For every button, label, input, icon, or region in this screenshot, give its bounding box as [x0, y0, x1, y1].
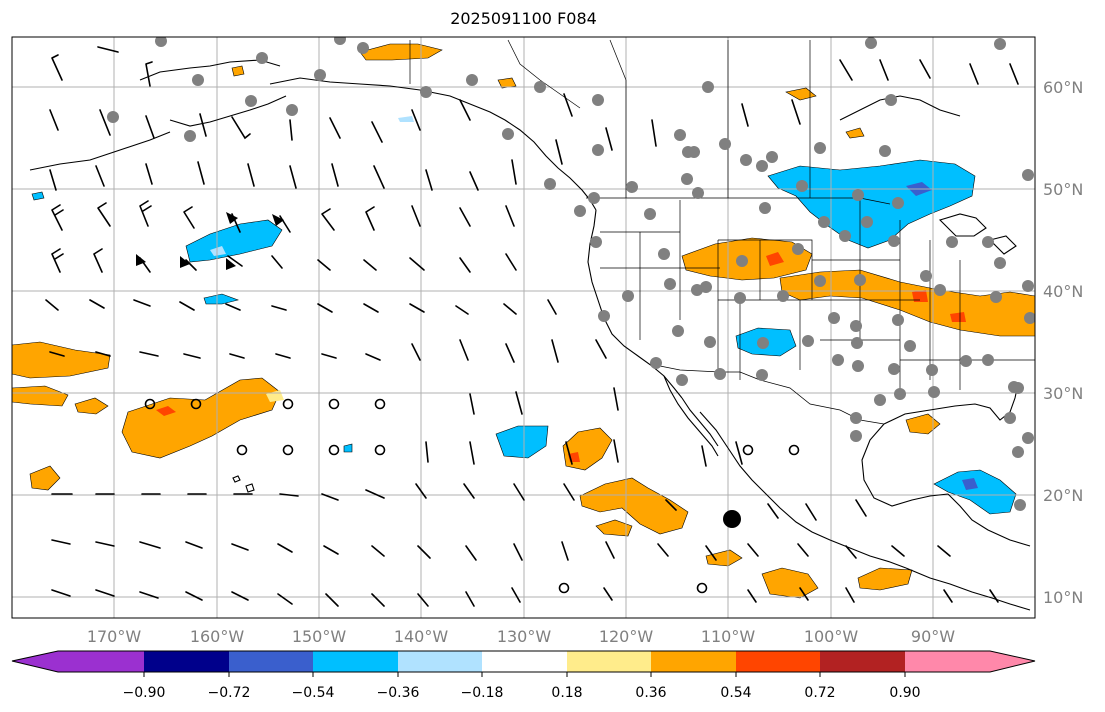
coastlines [29, 59, 1031, 611]
colorbar-tick-label: −0.90 [123, 685, 166, 701]
positive-anomaly-region [12, 385, 69, 407]
longitude-labels: 170°W 160°W 150°W 140°W 130°W 120°W 110°… [87, 627, 955, 646]
negative-anomaly-region [203, 293, 240, 305]
positive-anomaly-region [12, 341, 111, 379]
positive-anomaly-region [761, 567, 819, 599]
positive-anomaly-region [74, 397, 109, 415]
wind-flags [136, 212, 284, 270]
anomaly-shading [12, 43, 1035, 599]
colorbar-tick-label: −0.72 [208, 685, 251, 701]
latitude-labels: 60°N 50°N 40°N 30°N 20°N 10°N [1043, 78, 1083, 607]
lon-label: 170°W [87, 627, 142, 646]
colorbar-segment [144, 651, 229, 672]
map-title: 2025091100 F084 [450, 9, 597, 28]
colorbar-tick-label: −0.54 [292, 685, 335, 701]
wind-barbs [45, 46, 1019, 607]
colorbar-outline [11, 650, 1036, 673]
strong-positive-region [950, 312, 966, 322]
colorbar-segment [905, 651, 1035, 672]
positive-anomaly-region [705, 549, 743, 567]
colorbar-segment [12, 651, 144, 672]
lat-label: 10°N [1043, 588, 1083, 607]
colorbar-tick-label: −0.18 [461, 685, 504, 701]
colorbar: −0.90 −0.72 −0.54 −0.36 −0.18 0.18 0.36 … [11, 650, 1036, 701]
calm-markers [144, 398, 800, 594]
strong-positive-region [156, 406, 176, 416]
positive-anomaly-region [595, 519, 633, 537]
positive-anomaly-region [779, 269, 1035, 337]
lat-label: 30°N [1043, 384, 1083, 403]
graticule [12, 37, 1035, 618]
positive-anomaly-region [121, 377, 281, 459]
positive-anomaly-region [845, 127, 865, 139]
station-dots [107, 37, 1035, 511]
colorbar-segment [398, 651, 482, 672]
colorbar-tick-label: 0.18 [551, 685, 582, 701]
positive-anomaly-region [29, 465, 61, 491]
lon-label: 160°W [190, 627, 245, 646]
lon-label: 120°W [599, 627, 654, 646]
lon-label: 140°W [394, 627, 449, 646]
colorbar-segment [482, 651, 567, 672]
colorbar-segment [820, 651, 905, 672]
lat-label: 60°N [1043, 78, 1083, 97]
positive-anomaly-region [231, 65, 245, 77]
negative-anomaly-region [933, 469, 1017, 515]
weak-negative-region [398, 116, 414, 122]
colorbar-ticks [143, 672, 906, 677]
strong-positive-region [766, 252, 784, 266]
lon-label: 110°W [701, 627, 756, 646]
colorbar-segment [736, 651, 820, 672]
colorbar-segment [651, 651, 736, 672]
colorbar-tick-label: 0.54 [720, 685, 751, 701]
strong-positive-region [912, 290, 928, 302]
negative-anomaly-region [343, 443, 353, 453]
weak-negative-region [210, 246, 226, 256]
positive-anomaly-region [497, 77, 517, 89]
strong-negative-region [962, 478, 978, 490]
lon-label: 150°W [292, 627, 347, 646]
colorbar-tick-label: 0.72 [804, 685, 835, 701]
positive-anomaly-region [905, 413, 941, 435]
lat-label: 40°N [1043, 282, 1083, 301]
positive-anomaly-region [857, 567, 913, 591]
colorbar-tick-label: −0.36 [377, 685, 420, 701]
storm-center-marker [723, 510, 741, 528]
colorbar-tick-label: 0.90 [889, 685, 920, 701]
colorbar-segment [567, 651, 651, 672]
political-borders [409, 39, 1035, 425]
lon-label: 100°W [804, 627, 859, 646]
lon-label: 90°W [911, 627, 955, 646]
colorbar-segment [313, 651, 398, 672]
lon-label: 130°W [497, 627, 552, 646]
colorbar-tick-label: 0.36 [635, 685, 666, 701]
positive-anomaly-region [579, 477, 689, 535]
negative-anomaly-region [495, 425, 549, 459]
lat-label: 50°N [1043, 180, 1083, 199]
map-frame [11, 36, 1036, 619]
negative-anomaly-region [767, 159, 976, 249]
negative-anomaly-region [31, 191, 45, 201]
positive-anomaly-region [785, 87, 817, 101]
map-plot-area [12, 37, 1035, 618]
lat-label: 20°N [1043, 486, 1083, 505]
colorbar-segment [229, 651, 313, 672]
negative-anomaly-region [185, 219, 283, 263]
